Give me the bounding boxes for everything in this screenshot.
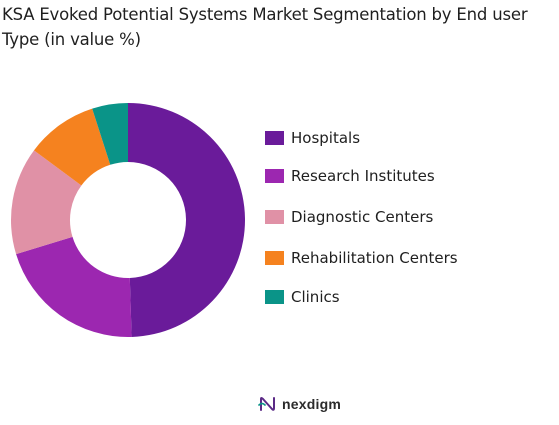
legend-label-clinics: Clinics — [291, 288, 340, 306]
legend-swatch-research-institutes — [265, 169, 284, 183]
legend-swatch-clinics — [265, 290, 284, 304]
legend-label-rehabilitation-centers: Rehabilitation Centers — [291, 249, 458, 267]
legend-item-diagnostic-centers: Diagnostic Centers — [265, 208, 433, 226]
brand-name: nexdigm — [282, 396, 341, 412]
legend-item-clinics: Clinics — [265, 288, 340, 306]
slice-clinics — [92, 103, 128, 165]
legend-item-rehabilitation-centers: Rehabilitation Centers — [265, 249, 458, 267]
slice-diagnostic-centers — [10, 150, 82, 255]
brand: nexdigm — [258, 394, 341, 414]
legend-swatch-rehabilitation-centers — [265, 251, 284, 265]
legend-label-diagnostic-centers: Diagnostic Centers — [291, 208, 434, 226]
chart-title: KSA Evoked Potential Systems Market Segm… — [2, 5, 528, 49]
slice-group — [10, 103, 246, 337]
slice-rehabilitation-centers — [33, 108, 111, 186]
legend-label-research-institutes: Research Institutes — [291, 167, 435, 185]
legend-label-hospitals: Hospitals — [291, 129, 361, 147]
legend-item-research-institutes: Research Institutes — [265, 167, 435, 185]
legend-swatch-hospitals — [265, 131, 284, 145]
slice-hospitals — [128, 103, 246, 337]
legend-item-hospitals: Hospitals — [265, 129, 360, 147]
slice-research-institutes — [16, 236, 132, 337]
nexdigm-logo-icon — [258, 397, 275, 411]
legend-swatch-diagnostic-centers — [265, 210, 284, 224]
donut-chart — [10, 103, 246, 337]
